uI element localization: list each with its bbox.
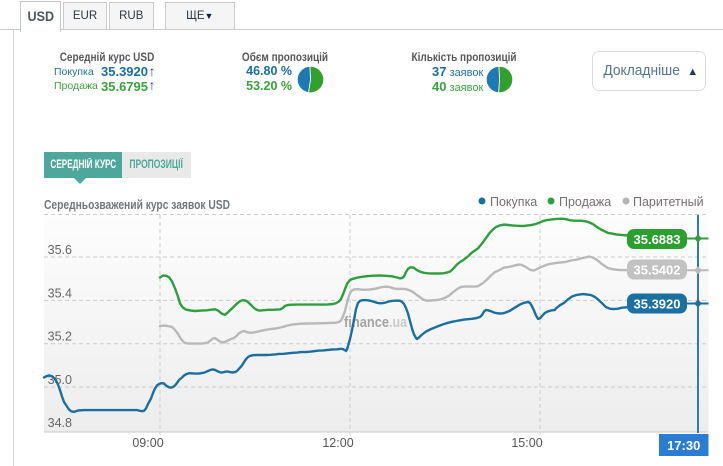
svg-text:Продажа: Продажа (559, 195, 611, 209)
svg-text:12:00: 12:00 (322, 436, 353, 450)
svg-text:35.5402: 35.5402 (634, 263, 681, 278)
svg-text:35.6: 35.6 (48, 243, 72, 257)
svg-text:35.2: 35.2 (48, 330, 72, 344)
svg-text:Середньозважений курс заявок U: Середньозважений курс заявок USD (44, 197, 230, 212)
svg-text:09:00: 09:00 (132, 436, 163, 450)
svg-text:35.6883: 35.6883 (634, 232, 681, 247)
svg-text:17:30: 17:30 (667, 438, 700, 453)
svg-text:Покупка: Покупка (490, 195, 537, 209)
svg-text:15:00: 15:00 (511, 436, 542, 450)
svg-text:35.3920: 35.3920 (634, 297, 681, 312)
svg-text:35.4: 35.4 (48, 286, 72, 300)
svg-text:Паритетный: Паритетный (633, 195, 704, 209)
svg-text:34.8: 34.8 (48, 416, 72, 430)
